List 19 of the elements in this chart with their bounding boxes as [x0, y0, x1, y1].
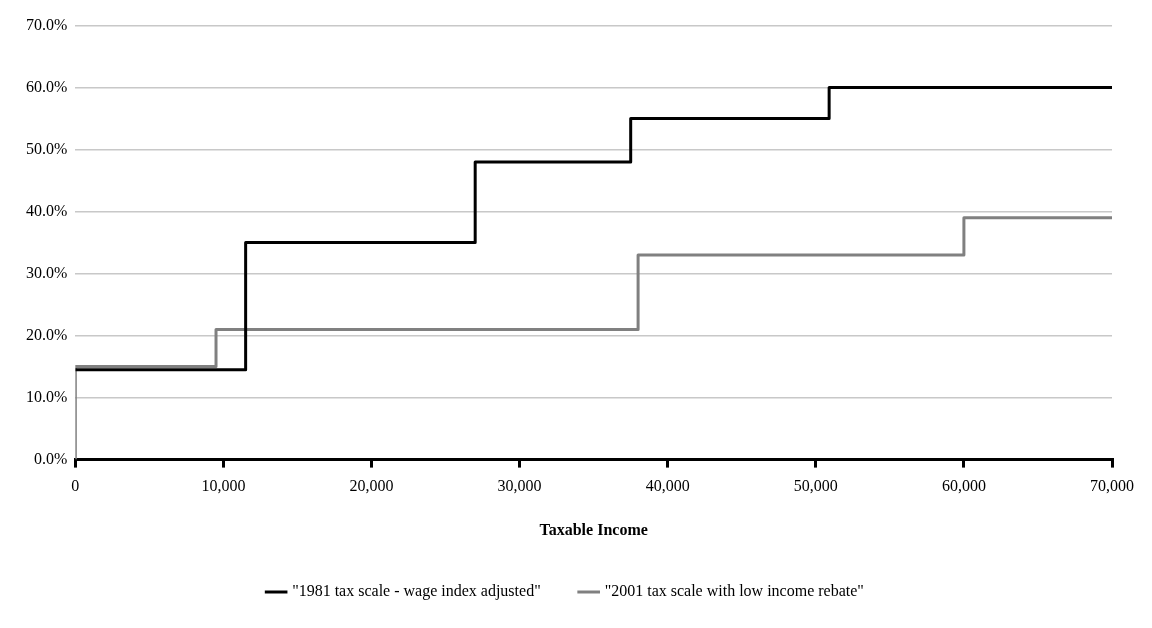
y-tick-label: 20.0%	[26, 325, 68, 343]
x-tick-label: 50,000	[793, 477, 838, 495]
y-tick-label: 10.0%	[26, 387, 68, 405]
y-tick-label: 50.0%	[26, 139, 68, 157]
y-tick-label: 40.0%	[26, 201, 68, 219]
x-tick-label: 20,000	[349, 477, 394, 495]
y-tick-label: 60.0%	[26, 77, 68, 95]
legend-label: "2001 tax scale with low income rebate"	[604, 582, 864, 600]
x-tick-label: 40,000	[645, 477, 690, 495]
legend-label: "1981 tax scale - wage index adjusted"	[292, 582, 541, 601]
x-tick-label: 70,000	[1090, 477, 1134, 495]
y-tick-label: 70.0%	[26, 15, 68, 33]
y-tick-label: 0.0%	[34, 449, 68, 467]
x-tick-label: 60,000	[941, 477, 986, 495]
x-axis-title: Taxable Income	[539, 520, 648, 538]
y-tick-label: 30.0%	[26, 263, 68, 281]
x-tick-label: 30,000	[497, 477, 542, 495]
x-tick-label: 0	[71, 477, 80, 495]
x-tick-label: 10,000	[201, 477, 246, 495]
